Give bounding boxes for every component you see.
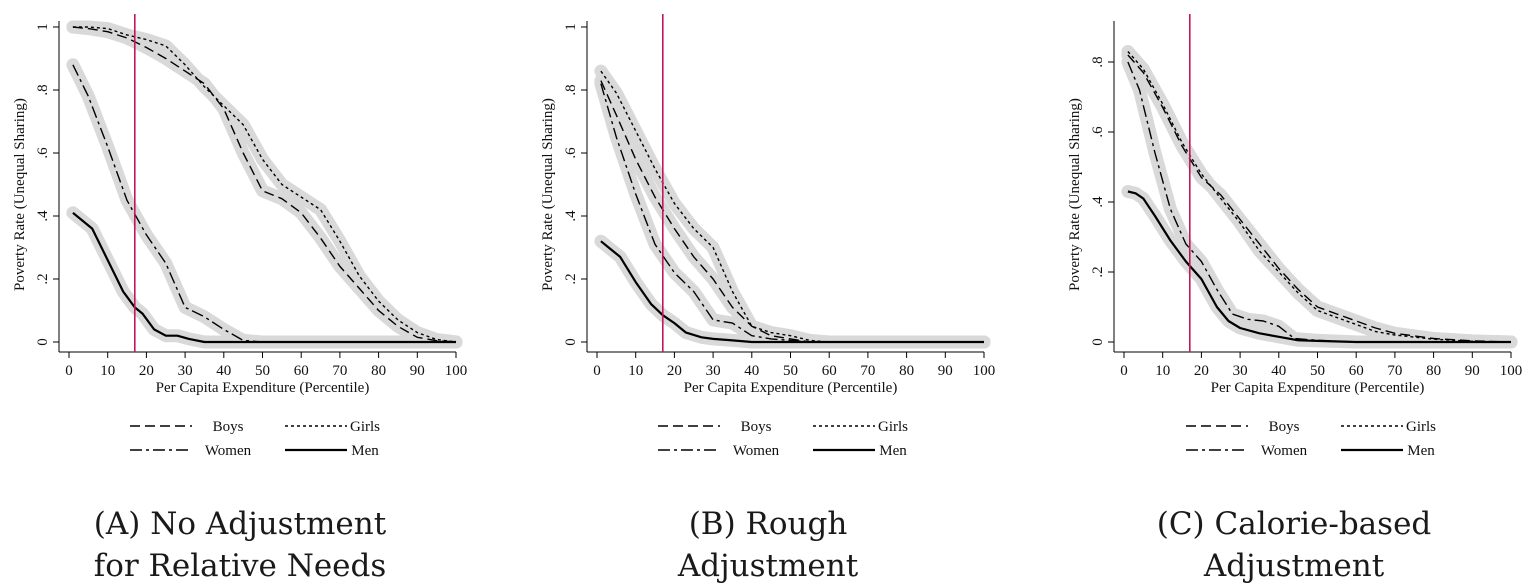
x-tick-label: 20 [667,363,682,379]
legend-label-boys: Boys [741,419,772,435]
series-line-girls [72,26,457,343]
legend: Boys Girls Women Men [658,419,908,459]
y-tick-label: .2 [35,273,51,284]
legend-label-women: Women [1261,443,1308,459]
y-tick-label: .4 [563,210,579,222]
x-tick-label: 90 [410,363,425,379]
x-tick-label: 50 [255,363,270,379]
y-tick-label: .4 [1090,196,1106,208]
panel-caption: (C) Calorie-based [1157,506,1432,542]
y-axis-label: Poverty Rate (Unequal Sharing) [12,98,28,291]
x-tick-label: 60 [1349,363,1364,379]
series-line-boys [72,26,457,343]
x-tick-label: 100 [445,363,468,379]
panel-caption: Adjustment [677,548,859,584]
y-tick-label: .2 [563,273,579,284]
x-tick-label: 80 [371,363,386,379]
x-tick-label: 20 [1194,363,1209,379]
x-tick-label: 100 [973,363,996,379]
y-tick-label: 1 [35,23,51,31]
panel-caption: (A) No Adjustment [94,506,387,542]
legend-label-men: Men [879,443,907,459]
x-tick-label: 90 [938,363,953,379]
y-tick-label: .2 [1090,266,1106,277]
legend-label-girls: Girls [878,419,908,435]
legend-label-men: Men [1407,443,1435,459]
y-tick-label: .4 [35,210,51,222]
series-line-boys [1127,54,1512,343]
y-tick-label: .8 [35,84,51,95]
y-tick-label: 1 [563,23,579,31]
legend: Boys Girls Women Men [1186,419,1436,459]
x-axis-label: Per Capita Expenditure (Percentile) [1211,380,1425,396]
x-tick-label: 90 [1465,363,1480,379]
x-tick-label: 0 [1120,363,1128,379]
x-tick-label: 10 [100,363,115,379]
x-tick-label: 20 [139,363,154,379]
chart-panel-0: 0 10 20 30 40 50 60 70 80 90 100 0 .2 .4 .6 .8 1 Per Capi… [12,14,467,584]
y-tick-label: 0 [35,338,51,346]
x-tick-label: 30 [706,363,721,379]
x-tick-label: 30 [1233,363,1248,379]
legend-label-women: Women [205,443,252,459]
x-tick-label: 70 [332,363,347,379]
confidence-band-men [1121,185,1518,349]
y-tick-label: 0 [1090,338,1106,346]
panel-caption: (B) Rough [689,506,848,542]
legend-label-men: Men [351,443,379,459]
x-tick-label: 0 [65,363,73,379]
confidence-band-boys [1121,48,1518,349]
y-tick-label: .6 [1090,126,1106,138]
x-tick-label: 10 [1155,363,1170,379]
y-tick-label: .6 [563,147,579,159]
legend-label-boys: Boys [213,419,244,435]
x-tick-label: 40 [744,363,759,379]
x-tick-label: 10 [628,363,643,379]
y-axis-label: Poverty Rate (Unequal Sharing) [1067,98,1083,291]
series-line-girls [1127,51,1512,343]
x-tick-label: 50 [1310,363,1325,379]
legend-label-boys: Boys [1269,419,1300,435]
x-tick-label: 40 [1271,363,1286,379]
x-tick-label: 70 [860,363,875,379]
series-line-men [1127,190,1511,344]
x-axis-label: Per Capita Expenditure (Percentile) [684,380,898,396]
y-tick-label: .8 [563,84,579,95]
legend-label-girls: Girls [1406,419,1436,435]
legend-label-women: Women [733,443,780,459]
x-tick-label: 100 [1500,363,1523,379]
series-line-men [600,240,984,344]
x-axis-label: Per Capita Expenditure (Percentile) [156,380,370,396]
chart-panel-2: 0 10 20 30 40 50 60 70 80 90 100 0 .2 .4 .6 .8 Per Capit… [1067,14,1522,584]
x-tick-label: 50 [783,363,798,379]
x-tick-label: 60 [294,363,309,379]
panel-caption: for Relative Needs [94,548,387,584]
x-tick-label: 40 [216,363,231,379]
panel-caption: Adjustment [1203,548,1385,584]
y-tick-label: .8 [1090,56,1106,67]
x-tick-label: 60 [822,363,837,379]
x-tick-label: 0 [593,363,601,379]
series-line-women [1127,61,1511,343]
series-line-men [72,211,456,344]
x-tick-label: 30 [178,363,193,379]
chart-panel-1: 0 10 20 30 40 50 60 70 80 90 100 0 .2 .4 .6 .8 1 Per Capi… [540,14,995,584]
series-line-girls [600,70,984,343]
y-tick-label: .6 [35,147,51,159]
legend-label-girls: Girls [350,419,380,435]
y-tick-label: 0 [563,338,579,346]
x-tick-label: 80 [1426,363,1441,379]
legend: Boys Girls Women Men [130,419,380,459]
x-tick-label: 80 [899,363,914,379]
confidence-band-girls [1121,45,1518,349]
x-tick-label: 70 [1387,363,1402,379]
y-axis-label: Poverty Rate (Unequal Sharing) [540,98,556,291]
